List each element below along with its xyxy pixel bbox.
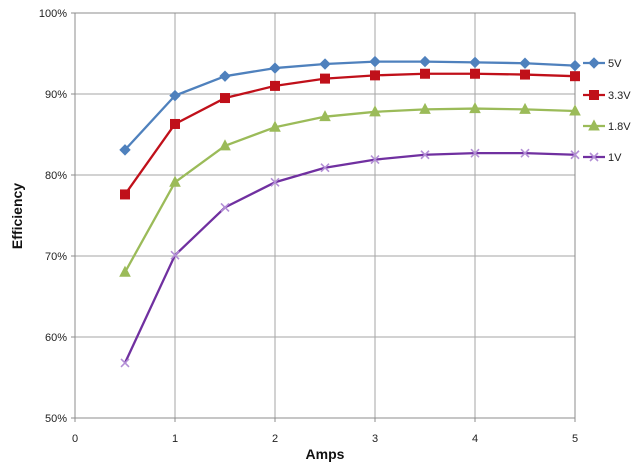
data-point	[520, 148, 530, 158]
legend-marker	[589, 90, 599, 100]
x-axis-title: Amps	[306, 446, 345, 462]
series-line	[123, 151, 576, 364]
data-point	[419, 55, 431, 68]
y-tick-label: 50%	[45, 413, 67, 425]
data-point	[369, 105, 381, 117]
data-point	[420, 68, 430, 79]
data-point	[319, 58, 331, 70]
legend-item: 1.8V	[583, 119, 631, 133]
data-point	[119, 144, 131, 156]
legend-label: 1.8V	[608, 121, 631, 133]
y-tick-label: 80%	[45, 170, 67, 182]
data-point	[170, 250, 180, 260]
data-point	[220, 202, 230, 212]
data-point	[270, 177, 280, 187]
legend: 5V 3.3V 1.8V 1V	[583, 57, 631, 164]
data-point	[170, 118, 180, 129]
data-point	[270, 80, 280, 91]
x-tick-label: 5	[572, 433, 578, 445]
gridlines	[75, 13, 575, 418]
data-point	[369, 55, 381, 68]
data-point	[319, 110, 331, 122]
series-0	[119, 55, 581, 156]
data-point	[320, 163, 330, 173]
x-tick-label: 2	[272, 433, 278, 445]
data-point	[219, 70, 231, 82]
data-point	[269, 62, 281, 74]
legend-item: 5V	[583, 57, 622, 70]
series-2	[119, 102, 581, 277]
plot-area	[74, 12, 576, 419]
data-point	[470, 148, 480, 158]
series-line	[123, 107, 576, 273]
data-point	[120, 189, 130, 200]
data-point	[119, 265, 131, 277]
x-tick-label: 4	[472, 433, 478, 445]
data-point	[569, 59, 581, 72]
data-point	[269, 120, 281, 132]
legend-label: 1V	[608, 152, 622, 164]
data-point	[420, 150, 430, 160]
x-tick-label: 0	[72, 433, 78, 445]
data-point	[370, 70, 380, 81]
data-point	[169, 89, 181, 102]
data-point	[569, 104, 581, 116]
data-point	[519, 57, 531, 69]
legend-item: 3.3V	[583, 90, 631, 102]
data-point	[169, 175, 181, 187]
data-point	[220, 93, 230, 104]
y-axis-title: Efficiency	[9, 183, 25, 249]
legend-marker	[588, 119, 600, 131]
legend-item: 1V	[583, 152, 622, 164]
data-point	[469, 56, 481, 69]
legend-marker	[588, 57, 600, 69]
data-point	[120, 358, 130, 368]
x-tick-label: 3	[372, 433, 378, 445]
data-point	[470, 68, 480, 79]
data-point	[469, 102, 481, 114]
y-tick-label: 70%	[45, 251, 67, 263]
data-point	[570, 71, 580, 82]
data-point	[219, 139, 231, 151]
series-line	[124, 72, 576, 196]
y-tick-label: 90%	[45, 89, 67, 101]
data-point	[570, 150, 580, 160]
x-axis-ticks: 0 1 2 3 4 5	[72, 418, 578, 445]
legend-label: 5V	[608, 58, 622, 70]
y-axis-ticks: 50% 60% 70% 80% 90% 100%	[39, 8, 75, 425]
y-tick-label: 100%	[39, 8, 67, 20]
series-line	[124, 60, 576, 151]
data-point	[370, 155, 380, 165]
series-3	[120, 148, 580, 368]
series-1	[120, 68, 580, 200]
x-tick-label: 1	[172, 433, 178, 445]
series-lines	[119, 55, 581, 368]
data-point	[520, 69, 530, 80]
legend-label: 3.3V	[608, 90, 631, 102]
data-point	[419, 102, 431, 114]
legend-marker	[589, 152, 599, 162]
data-point	[519, 102, 531, 114]
data-point	[320, 73, 330, 84]
y-tick-label: 60%	[45, 332, 67, 344]
